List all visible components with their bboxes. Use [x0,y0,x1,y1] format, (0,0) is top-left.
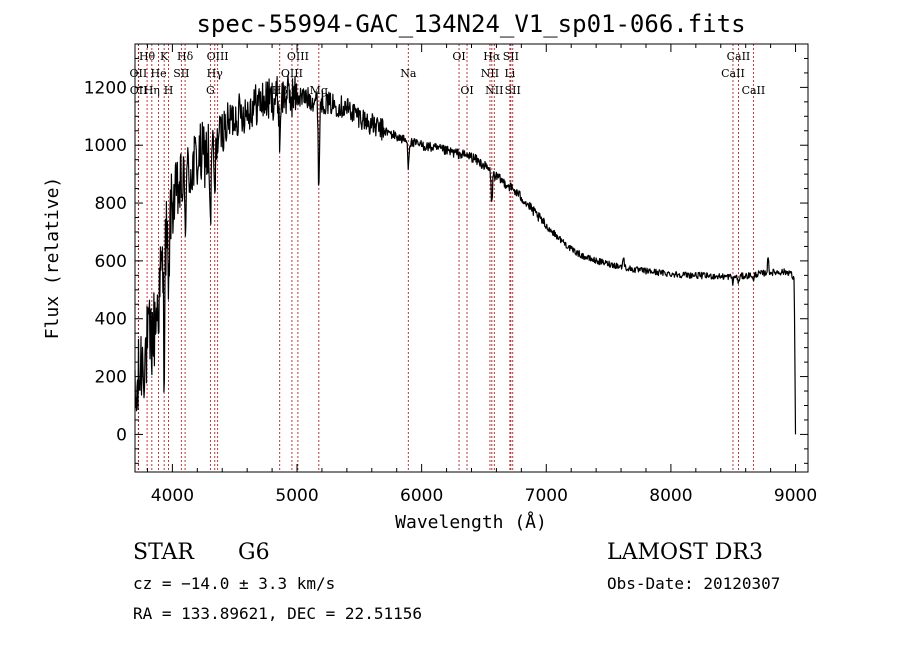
observation-date: Obs-Date: 20120307 [607,574,780,593]
object-class: STAR [133,540,195,565]
y-axis-label: Flux (relative) [42,177,63,340]
redshift-cz: cz = −14.0 ± 3.3 km/s [133,574,335,593]
spectral-line-label: CaII [742,84,766,97]
spectral-line-label: CaII [721,67,745,80]
spectral-line-label: Hδ [177,50,194,63]
spectral-line-label: OI [460,84,473,97]
y-tick-label: 800 [95,194,127,214]
y-tick-label: 1200 [84,78,127,98]
x-tick-label: 9000 [774,486,817,506]
y-tick-label: 600 [95,252,127,272]
ra-dec-coordinates: RA = 133.89621, DEC = 22.51156 [133,604,422,623]
spectral-line-label: CaII [727,50,751,63]
spectral-line-label: Hα [483,50,501,63]
survey-name: LAMOST DR3 [607,540,763,565]
spectral-line-label: Hγ [207,67,224,80]
spectral-line-label: Mg [310,84,328,97]
spectral-line-label: Na [400,67,417,80]
x-tick-label: 5000 [275,486,318,506]
spectral-line-label: Hθ [139,50,156,63]
x-tick-label: 6000 [400,486,443,506]
spectral-line-label: NII [481,67,499,80]
y-axis-ticks: 0 200 400 600 800 1000 1200 [84,57,808,464]
spectral-line-label: NII [485,84,503,97]
spectral-line-label: Hη [144,84,160,97]
y-tick-label: 200 [95,368,127,388]
spectral-line-label: OI [452,50,465,63]
spectral-line-label: G [206,84,215,97]
y-tick-label: 1000 [84,136,127,156]
spectrum-line [134,74,797,435]
chart-title: spec-55994-GAC_134N24_V1_sp01-066.fits [196,10,745,38]
spectral-line-label: OIII [287,50,309,63]
x-tick-label: 8000 [649,486,692,506]
x-axis-ticks: 4000 5000 6000 7000 8000 9000 [146,44,817,506]
spectral-line-label: Li [504,67,515,80]
x-tick-label: 7000 [525,486,568,506]
spectral-line-label: K [160,50,169,63]
y-tick-label: 400 [95,310,127,330]
spectral-line-label: SII [503,50,519,63]
x-axis-label: Wavelength (Å) [395,511,547,533]
spectral-line-label: H [164,84,174,97]
spectral-line-label: OII [130,67,148,80]
spectral-line-label: OIII [281,67,303,80]
x-tick-label: 4000 [151,486,194,506]
spectral-line-label: OIII [207,50,229,63]
spectral-line-label: He [151,67,167,80]
spectral-line-label: OII [130,84,148,97]
y-tick-label: 0 [116,425,127,445]
spectral-subclass: G6 [238,540,270,565]
spectral-line-label: SII [505,84,521,97]
spectral-line-label: SII [173,67,189,80]
spectral-line-markers [137,44,754,472]
